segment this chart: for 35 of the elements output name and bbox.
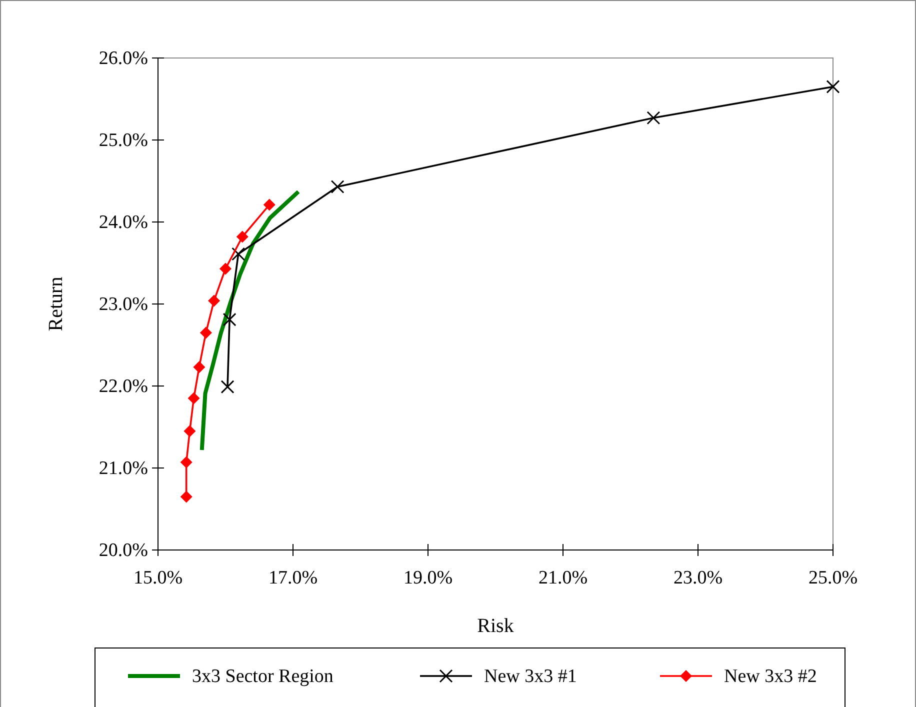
x-axis-title: Risk bbox=[477, 615, 514, 637]
x-tick-label: 15.0% bbox=[133, 567, 183, 588]
line-series bbox=[200, 190, 300, 452]
point bbox=[193, 361, 206, 374]
point bbox=[232, 247, 246, 261]
x-tick-label: 17.0% bbox=[268, 567, 318, 588]
point bbox=[236, 230, 248, 243]
point bbox=[208, 294, 220, 307]
point bbox=[184, 425, 196, 438]
legend-label: New 3x3 #1 bbox=[484, 666, 577, 687]
y-tick-label: 22.0% bbox=[98, 376, 148, 398]
x-tick-label: 19.0% bbox=[403, 567, 453, 588]
y-tick-label: 26.0% bbox=[98, 48, 148, 70]
legend-label: New 3x3 #2 bbox=[724, 666, 817, 687]
point bbox=[263, 198, 276, 211]
point bbox=[646, 111, 660, 125]
x-tick-label: 23.0% bbox=[673, 567, 723, 588]
point bbox=[180, 490, 192, 503]
point bbox=[200, 326, 212, 339]
legend-label: 3x3 Sector Region bbox=[192, 666, 334, 687]
y-tick-label: 25.0% bbox=[98, 130, 148, 152]
point bbox=[222, 312, 236, 326]
point bbox=[330, 180, 344, 194]
y-tick-label: 21.0% bbox=[98, 458, 148, 480]
y-tick-label: 24.0% bbox=[98, 212, 148, 234]
point bbox=[826, 80, 840, 94]
point bbox=[188, 392, 200, 404]
y-tick-label: 23.0% bbox=[98, 294, 148, 316]
x-tick-label: 21.0% bbox=[538, 567, 588, 588]
x-tick-label: 25.0% bbox=[808, 567, 858, 588]
y-tick-label: 20.0% bbox=[98, 540, 148, 562]
point bbox=[220, 262, 232, 275]
point bbox=[220, 380, 234, 394]
y-axis-title: Return bbox=[45, 276, 67, 332]
point bbox=[180, 456, 192, 468]
